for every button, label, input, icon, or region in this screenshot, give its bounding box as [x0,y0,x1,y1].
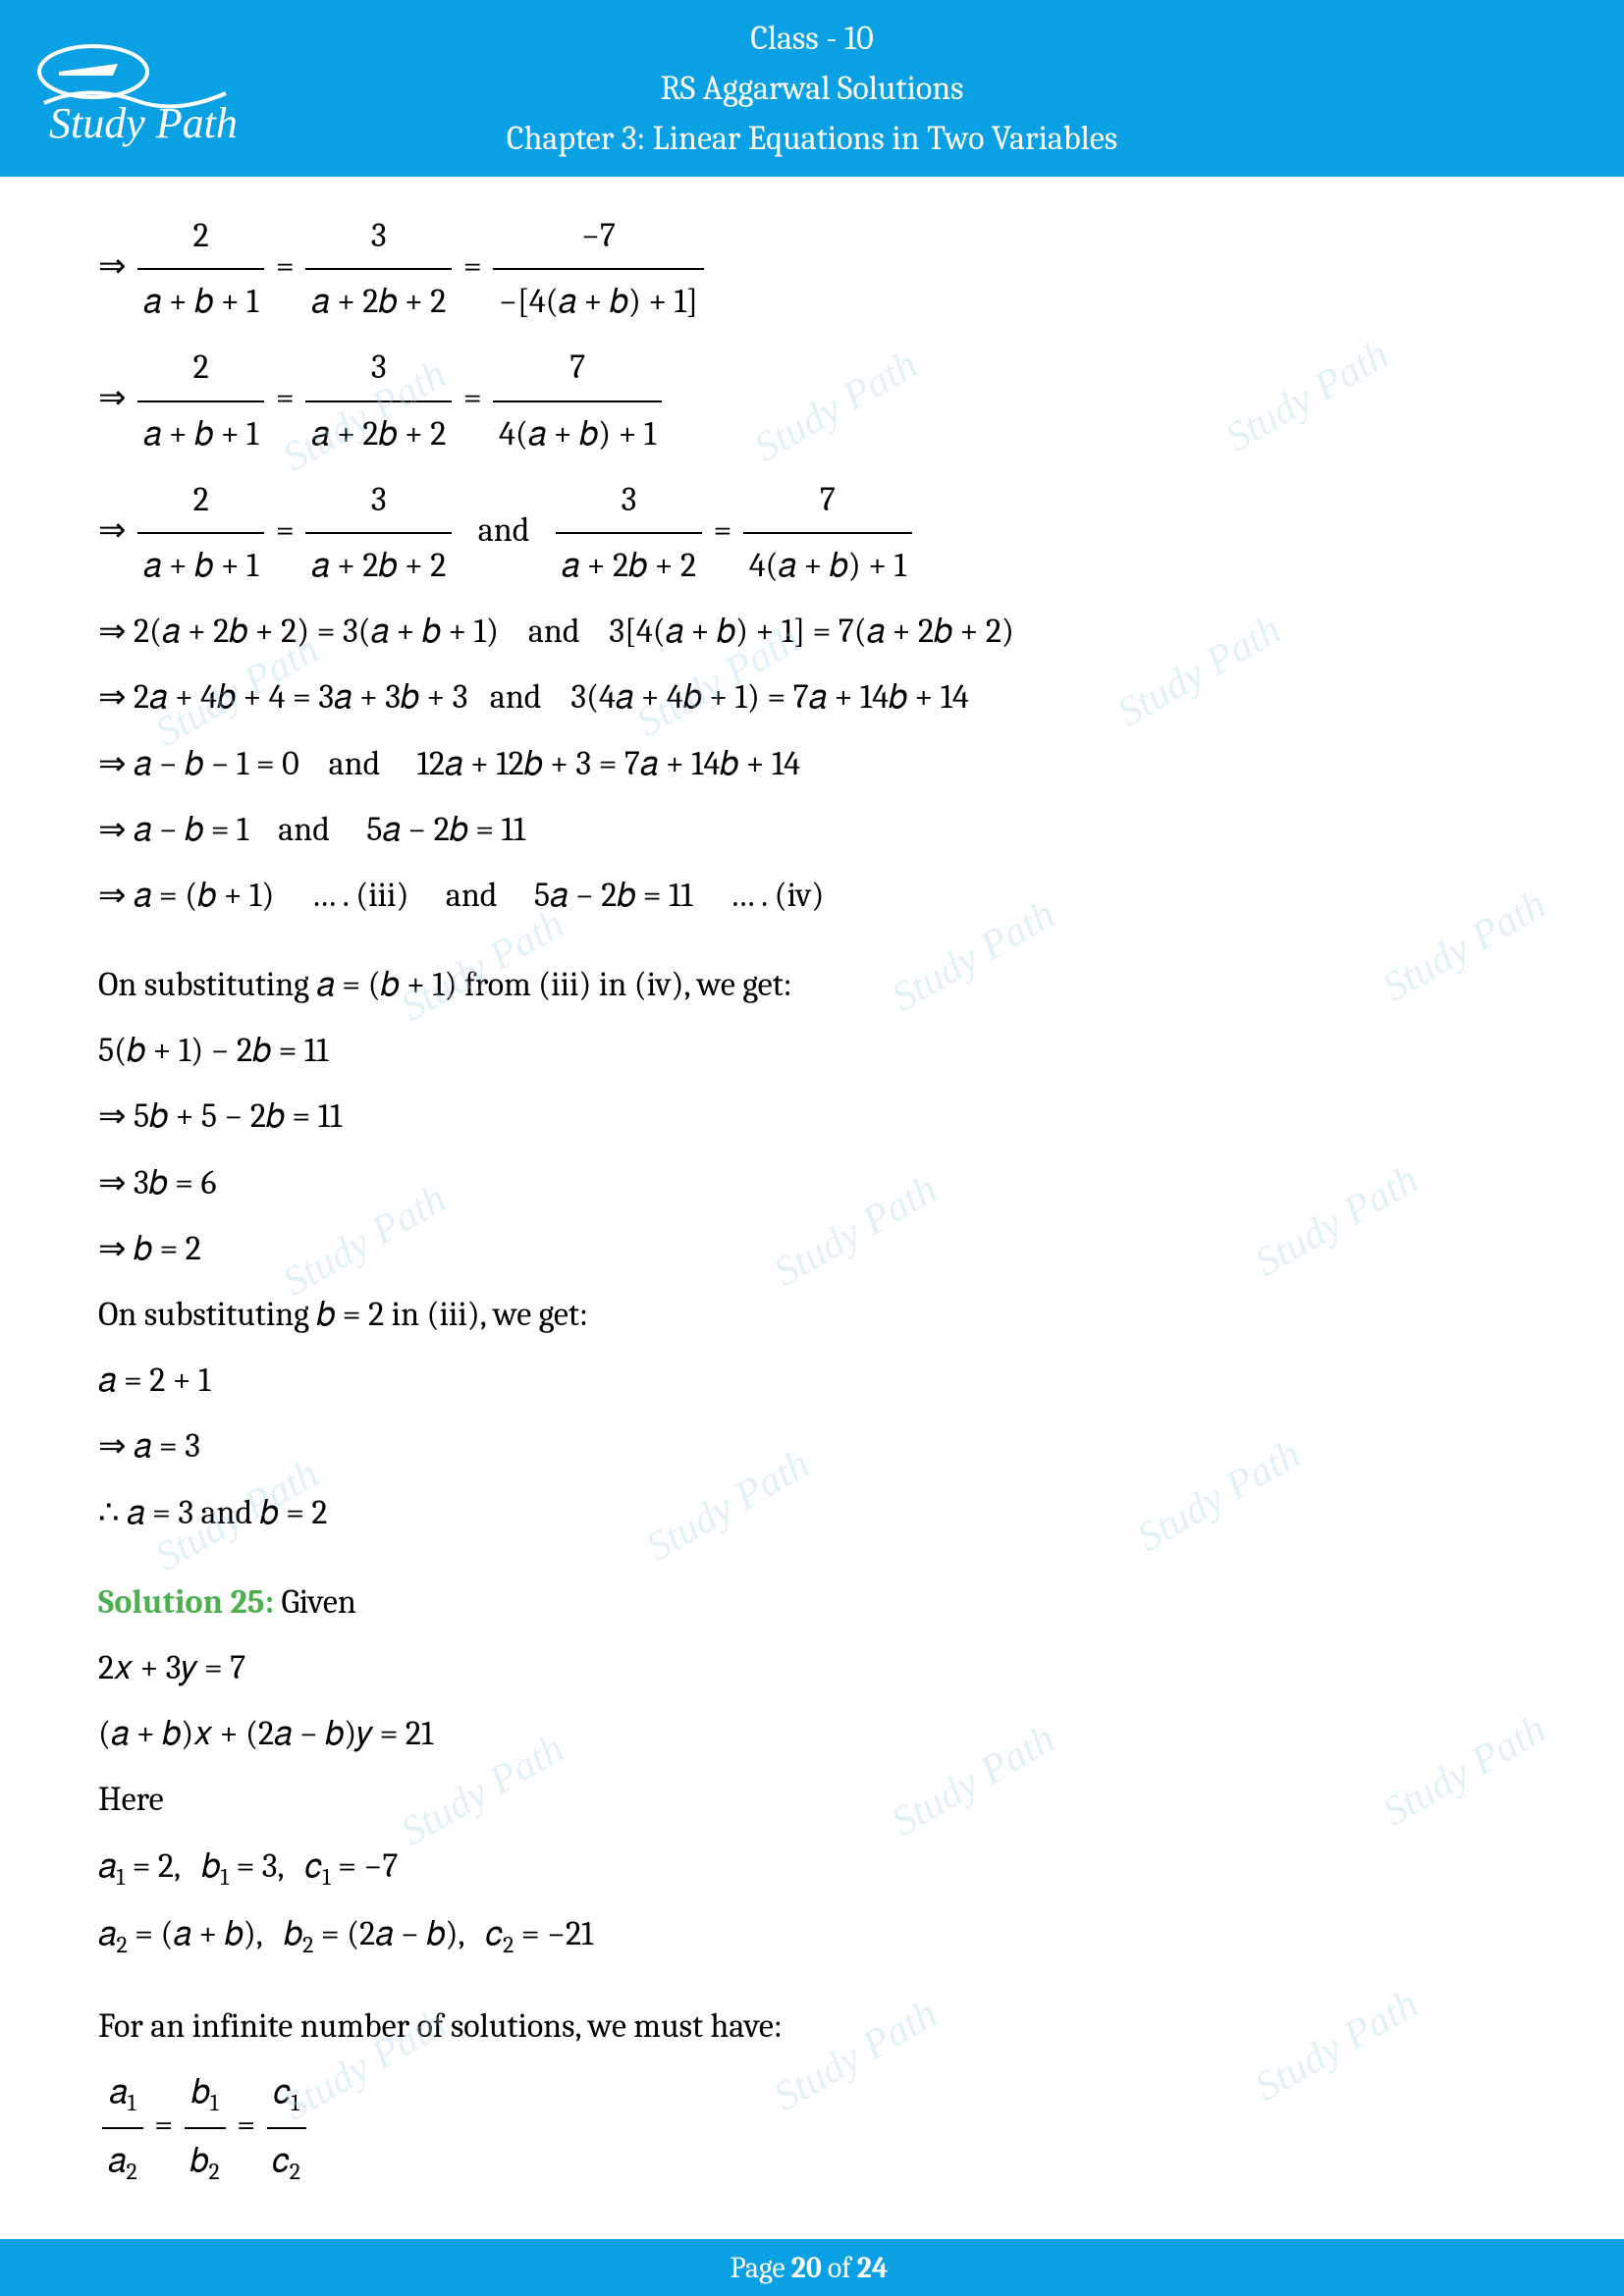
footer-pre: Page [731,2251,785,2285]
study-path-logo-icon: Study Path [29,34,236,152]
equation-line-7: ⇒ 𝑎 − 𝑏 = 1 and 5𝑎 − 2𝑏 = 11 [98,800,1526,860]
fraction: 3𝑎 + 2𝑏 + 2 [556,470,702,596]
equation-line-11: ⇒ 3𝑏 = 6 [98,1153,1526,1213]
sol25-eq1: 2𝑥 + 3𝑦 = 7 [98,1638,1526,1698]
implies: ⇒ [98,246,127,286]
footer-mid: of [828,2251,851,2285]
fraction: 𝑏1 𝑏2 [185,2062,226,2193]
page-content: ⇒ 2𝑎 + 𝑏 + 1 = 3𝑎 + 2𝑏 + 2 = −7−[4(𝑎 + 𝑏… [0,177,1624,2193]
fraction: 3𝑎 + 2𝑏 + 2 [305,470,452,596]
text-infinite-solutions: For an infinite number of solutions, we … [98,1997,1526,2056]
footer-page: 20 [791,2251,822,2285]
page-header: Study Path Class - 10 RS Aggarwal Soluti… [0,0,1624,177]
fraction: 𝑐1 𝑐2 [267,2062,306,2193]
equation-line-2: ⇒ 2𝑎 + 𝑏 + 1 = 3𝑎 + 2𝑏 + 2 = 74(𝑎 + 𝑏) +… [98,338,1526,463]
equation-line-9: 5(𝑏 + 1) − 2𝑏 = 11 [98,1021,1526,1081]
fraction: 𝑎1 𝑎2 [102,2062,143,2193]
ratio-equation: 𝑎1 𝑎2 = 𝑏1 𝑏2 = 𝑐1 𝑐2 [98,2062,1526,2193]
equation-line-15: ∴ 𝑎 = 3 and 𝑏 = 2 [98,1483,1526,1543]
fraction: 2𝑎 + 𝑏 + 1 [137,338,264,463]
implies: ⇒ [98,510,127,550]
logo: Study Path [29,34,236,152]
fraction: 2𝑎 + 𝑏 + 1 [137,206,264,332]
svg-text:Study Path: Study Path [49,99,236,147]
fraction: −7−[4(𝑎 + 𝑏) + 1] [493,206,704,332]
header-line2: RS Aggarwal Solutions [507,64,1117,114]
solution-25-heading: Solution 25: Given [98,1573,1526,1632]
page-footer: Page 20 of 24 [0,2239,1624,2296]
solution-label: Solution 25: [98,1582,274,1622]
equation-line-8: ⇒ 𝑎 = (𝑏 + 1) … . (iii) and 5𝑎 − 2𝑏 = 11… [98,866,1526,926]
equation-line-14: ⇒ 𝑎 = 3 [98,1416,1526,1476]
text-substituting-2: On substituting 𝑏 = 2 in (iii), we get: [98,1285,1526,1345]
header-line1: Class - 10 [507,14,1117,64]
equation-line-4: ⇒ 2(𝑎 + 2𝑏 + 2) = 3(𝑎 + 𝑏 + 1) and 3[4(𝑎… [98,602,1526,662]
fraction: 3𝑎 + 2𝑏 + 2 [305,206,452,332]
fraction: 2𝑎 + 𝑏 + 1 [137,470,264,596]
sol25-coeff1: 𝑎1 = 2, 𝑏1 = 3, 𝑐1 = −7 [98,1837,1526,1899]
fraction: 3𝑎 + 2𝑏 + 2 [305,338,452,463]
text-substituting-1: On substituting 𝑎 = (𝑏 + 1) from (iii) i… [98,955,1526,1015]
sol25-coeff2: 𝑎2 = (𝑎 + 𝑏), 𝑏2 = (2𝑎 − 𝑏), 𝑐2 = −21 [98,1904,1526,1967]
equation-line-5: ⇒ 2𝑎 + 4𝑏 + 4 = 3𝑎 + 3𝑏 + 3 and 3(4𝑎 + 4… [98,667,1526,727]
sol25-eq2: (𝑎 + 𝑏)𝑥 + (2𝑎 − 𝑏)𝑦 = 21 [98,1704,1526,1764]
equation-line-13: 𝑎 = 2 + 1 [98,1351,1526,1411]
fraction: 74(𝑎 + 𝑏) + 1 [493,338,662,463]
equation-line-1: ⇒ 2𝑎 + 𝑏 + 1 = 3𝑎 + 2𝑏 + 2 = −7−[4(𝑎 + 𝑏… [98,206,1526,332]
sol25-here: Here [98,1770,1526,1830]
fraction: 74(𝑎 + 𝑏) + 1 [743,470,912,596]
equation-line-10: ⇒ 5𝑏 + 5 − 2𝑏 = 11 [98,1087,1526,1147]
equation-line-12: ⇒ 𝑏 = 2 [98,1219,1526,1279]
equation-line-3: ⇒ 2𝑎 + 𝑏 + 1 = 3𝑎 + 2𝑏 + 2 and 3𝑎 + 2𝑏 +… [98,470,1526,596]
header-text: Class - 10 RS Aggarwal Solutions Chapter… [507,14,1117,164]
equation-line-6: ⇒ 𝑎 − 𝑏 − 1 = 0 and 12𝑎 + 12𝑏 + 3 = 7𝑎 +… [98,734,1526,794]
header-line3: Chapter 3: Linear Equations in Two Varia… [507,114,1117,164]
implies: ⇒ [98,379,127,418]
footer-total: 24 [857,2251,889,2285]
